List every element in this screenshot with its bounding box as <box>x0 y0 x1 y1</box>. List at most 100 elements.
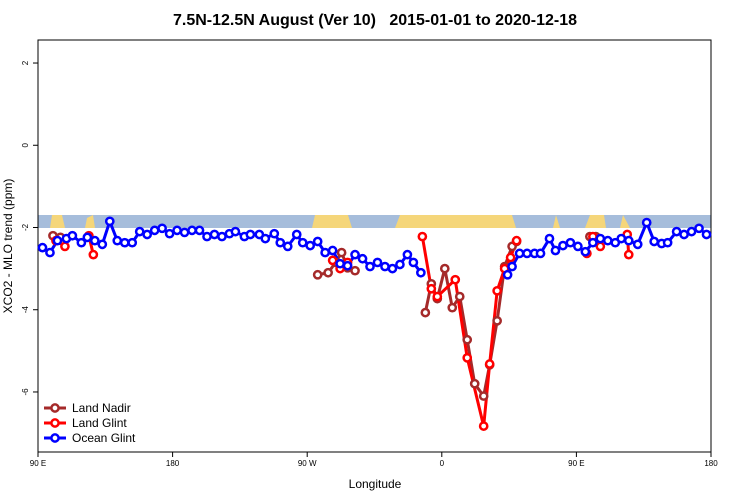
point <box>172 225 182 236</box>
point <box>535 248 546 259</box>
point <box>402 249 413 260</box>
point <box>164 228 175 239</box>
point <box>478 391 489 401</box>
point <box>327 255 338 266</box>
point <box>327 245 338 256</box>
point <box>282 241 293 252</box>
point <box>149 225 160 236</box>
point <box>134 226 145 237</box>
point <box>209 229 220 240</box>
legend-marker <box>50 403 60 413</box>
point <box>492 285 502 296</box>
point <box>544 233 555 244</box>
point <box>88 249 99 260</box>
point <box>565 237 576 248</box>
point <box>365 261 375 272</box>
land-band <box>50 215 630 228</box>
point <box>380 261 390 272</box>
point <box>408 257 419 268</box>
point <box>439 263 450 274</box>
point <box>478 421 489 431</box>
point <box>104 216 115 227</box>
point <box>505 252 516 263</box>
y-tick-label: -2 <box>21 223 30 231</box>
point <box>602 235 613 246</box>
point <box>492 315 502 326</box>
point <box>217 231 227 242</box>
point <box>432 291 443 302</box>
plot-frame <box>37 39 712 453</box>
legend-label: Land Glint <box>72 416 127 430</box>
point <box>426 283 437 294</box>
point <box>701 229 712 240</box>
point <box>350 249 360 260</box>
point <box>230 226 241 237</box>
point <box>335 258 345 269</box>
point <box>558 240 568 251</box>
point <box>469 378 480 389</box>
point <box>395 259 405 270</box>
point <box>305 240 316 251</box>
point <box>588 237 598 248</box>
point <box>202 231 212 242</box>
point <box>511 235 522 246</box>
point <box>447 302 458 313</box>
point <box>416 267 426 278</box>
point <box>97 239 108 250</box>
point <box>45 247 55 258</box>
point <box>686 226 697 237</box>
point <box>595 241 606 252</box>
point <box>550 245 561 256</box>
point <box>320 247 330 258</box>
x-tick-label: 90 W <box>298 459 317 468</box>
point <box>420 307 431 318</box>
point <box>194 225 205 236</box>
point <box>60 241 70 252</box>
point <box>573 241 583 252</box>
point <box>462 334 473 345</box>
legend-label: Ocean Glint <box>72 431 136 445</box>
y-tick-label: 0 <box>21 142 30 147</box>
point <box>269 228 280 239</box>
y-axis-label: XCO2 - MLO trend (ppm) <box>1 179 15 314</box>
y-tick-label: -6 <box>21 388 30 396</box>
x-tick-label: 0 <box>440 459 445 468</box>
point <box>649 236 660 247</box>
point <box>245 229 256 240</box>
y-tick-label: 2 <box>21 60 30 65</box>
point <box>502 269 513 280</box>
point <box>595 233 606 244</box>
x-tick-label: 90 E <box>30 459 46 468</box>
point <box>623 249 634 260</box>
point <box>119 237 130 248</box>
point <box>127 237 138 248</box>
legend-marker <box>50 418 60 428</box>
chart-title: 7.5N-12.5N August (Ver 10) 2015-01-01 to… <box>173 12 577 29</box>
point <box>342 260 353 271</box>
point <box>662 237 673 248</box>
point <box>89 235 100 246</box>
x-tick-label: 90 E <box>568 459 584 468</box>
point <box>112 235 123 246</box>
point <box>357 253 368 264</box>
point <box>522 248 532 259</box>
point <box>297 237 308 248</box>
land-mask-band <box>38 215 711 228</box>
point <box>372 257 383 268</box>
point <box>260 233 271 244</box>
point <box>179 227 190 238</box>
point <box>623 235 634 246</box>
ocean-band <box>38 215 711 228</box>
point <box>671 226 682 237</box>
y-tick-label: -4 <box>21 306 30 314</box>
point <box>350 265 360 276</box>
point <box>454 291 465 302</box>
point <box>291 229 302 240</box>
point <box>632 239 643 250</box>
x-tick-label: 180 <box>704 459 718 468</box>
x-axis-label: Longitude <box>349 477 402 491</box>
point <box>52 235 63 246</box>
point <box>580 246 591 257</box>
point <box>76 237 87 248</box>
